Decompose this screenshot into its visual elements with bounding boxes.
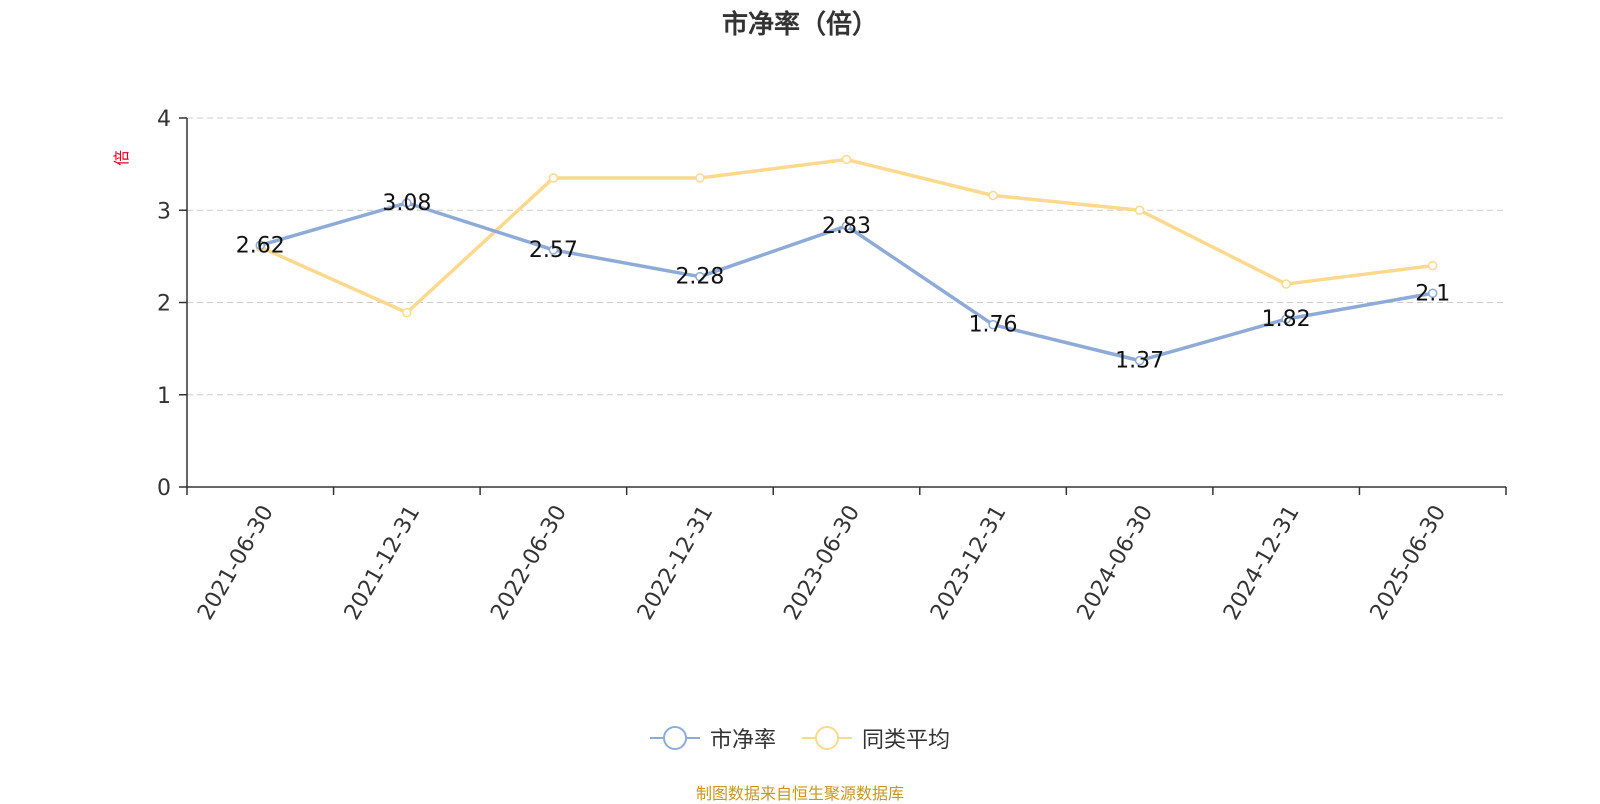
data-label-pb: 2.62 bbox=[236, 233, 285, 258]
data-point-avg bbox=[548, 173, 559, 183]
series-layer bbox=[255, 154, 1438, 366]
data-point-pb bbox=[402, 198, 412, 208]
x-tick-label: 2023-12-31 bbox=[926, 501, 1012, 624]
x-tick-label: 2021-06-30 bbox=[193, 501, 279, 624]
data-point-pb bbox=[548, 245, 559, 255]
legend-marker-avg bbox=[802, 726, 852, 750]
axes: 0 1 2 3 4 2021-06-30 2021-12-31 2022-06-30 2022-… bbox=[157, 107, 1507, 624]
data-point-avg bbox=[841, 154, 852, 165]
y-tick-label: 2 bbox=[157, 292, 171, 317]
data-point-avg bbox=[1427, 260, 1438, 271]
data-point-avg bbox=[695, 173, 705, 183]
x-tick-label: 2023-06-30 bbox=[779, 501, 865, 624]
chart-title: 市净率（倍） bbox=[721, 10, 878, 40]
x-tick-label: 2021-12-31 bbox=[340, 501, 426, 624]
data-point-avg bbox=[1281, 279, 1291, 289]
x-tick-label: 2024-06-30 bbox=[1073, 501, 1159, 624]
data-source-note: 制图数据来自恒生聚源数据库 bbox=[695, 784, 904, 803]
y-tick-label: 0 bbox=[157, 476, 171, 501]
y-tick-label: 3 bbox=[157, 199, 171, 224]
legend-label-pb: 市净率 bbox=[709, 728, 776, 753]
data-point-avg bbox=[1134, 205, 1145, 215]
x-tick-label: 2025-06-30 bbox=[1366, 501, 1452, 624]
data-label-pb: 1.37 bbox=[1115, 349, 1164, 374]
data-label-pb: 1.76 bbox=[969, 313, 1018, 338]
data-point-pb bbox=[1281, 314, 1291, 324]
data-label-pb: 2.28 bbox=[675, 265, 724, 290]
y-tick-label: 1 bbox=[157, 384, 171, 409]
legend-item-pb[interactable]: 市净率 bbox=[649, 722, 776, 754]
legend-item-avg[interactable]: 同类平均 bbox=[802, 722, 950, 754]
data-point-pb bbox=[695, 271, 705, 282]
data-label-pb: 2.1 bbox=[1415, 281, 1450, 306]
data-point-pb bbox=[1134, 355, 1145, 366]
x-tick-label: 2022-06-30 bbox=[486, 501, 572, 624]
data-point-avg bbox=[402, 307, 412, 318]
data-labels: 2.62 3.08 2.57 2.28 2.83 1.76 1.37 1.82 2.1 bbox=[236, 191, 1450, 374]
data-point-pb bbox=[255, 240, 266, 251]
data-point-avg bbox=[988, 190, 998, 201]
legend-label-avg: 同类平均 bbox=[862, 728, 951, 753]
x-tick-label: 2022-12-31 bbox=[633, 501, 719, 624]
legend: 市净率 同类平均 bbox=[0, 722, 1600, 754]
y-tick-label: 4 bbox=[157, 107, 171, 132]
x-tick-label: 2024-12-31 bbox=[1219, 501, 1305, 624]
legend-marker-pb bbox=[649, 726, 700, 750]
data-point-pb bbox=[988, 319, 998, 330]
data-point-pb bbox=[841, 221, 852, 231]
data-label-pb: 2.83 bbox=[822, 214, 871, 239]
data-label-pb: 3.08 bbox=[382, 191, 431, 216]
y-axis-unit: 倍 bbox=[112, 150, 131, 166]
data-point-pb bbox=[1427, 288, 1438, 299]
data-label-pb: 2.57 bbox=[529, 238, 578, 263]
data-label-pb: 1.82 bbox=[1262, 307, 1311, 332]
